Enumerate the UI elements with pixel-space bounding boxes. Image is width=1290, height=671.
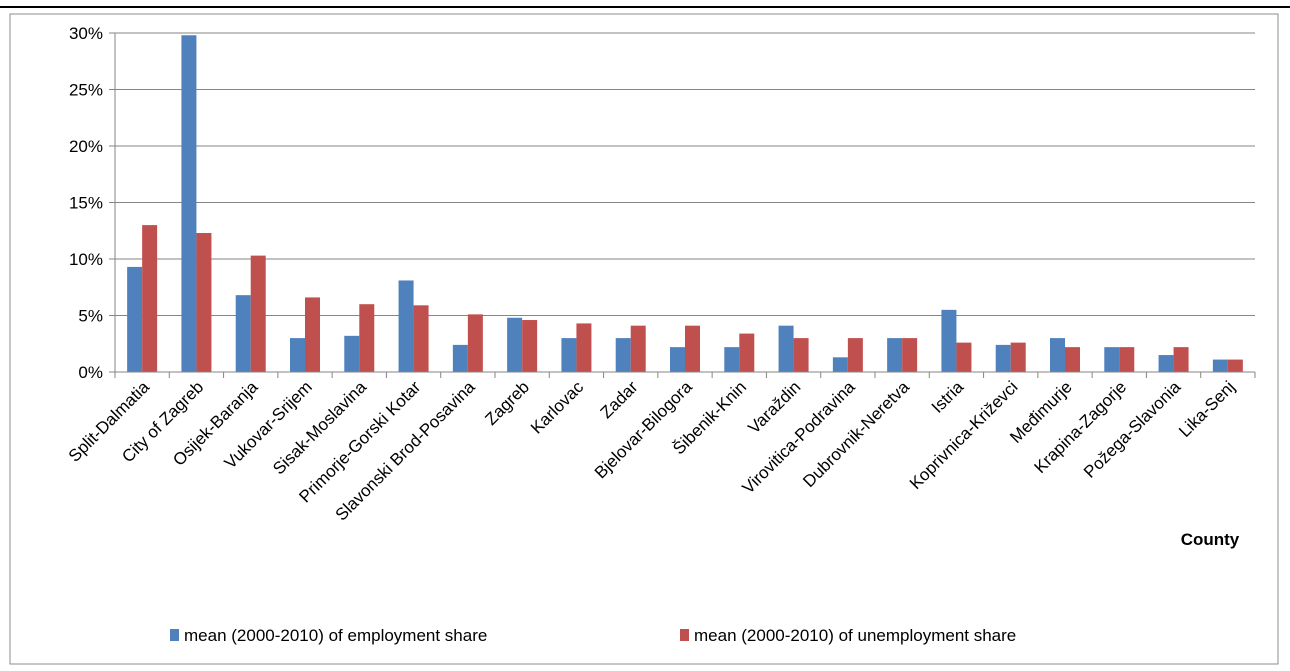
y-tick-label: 30%	[69, 24, 103, 43]
unemployment-bar	[359, 304, 375, 372]
unemployment-bar	[685, 325, 700, 372]
unemployment-bar	[413, 305, 429, 372]
axis-layer: 0% 5% 10% 15% 20% 25% 30%	[69, 24, 1256, 382]
y-tick-label: 15%	[69, 194, 103, 213]
employment-bar	[887, 338, 903, 372]
employment-bar	[181, 35, 197, 372]
unemployment-bar	[142, 225, 158, 372]
unemployment-bar	[250, 255, 266, 372]
unemployment-bar	[576, 323, 592, 372]
employment-bar	[615, 338, 631, 372]
legend-label-employment: mean (2000-2010) of employment share	[184, 626, 487, 645]
unemployment-bar	[196, 233, 212, 372]
employment-bar	[778, 325, 794, 372]
legend-label-unemployment: mean (2000-2010) of unemployment share	[694, 626, 1016, 645]
employment-bar	[398, 280, 414, 372]
employment-bar	[127, 266, 143, 372]
y-tick-label: 0%	[78, 363, 103, 382]
unemployment-bar	[1173, 347, 1189, 372]
employment-bar	[235, 295, 251, 372]
unemployment-bar	[902, 338, 918, 372]
employment-bar	[995, 344, 1011, 372]
unemployment-bar	[1119, 347, 1135, 372]
legend-swatch-unemployment	[680, 629, 689, 641]
employment-bar	[507, 317, 523, 372]
unemployment-bar	[630, 325, 646, 372]
unemployment-bar	[467, 314, 483, 372]
unemployment-bar	[956, 342, 972, 372]
unemployment-bar	[1010, 342, 1026, 372]
unemployment-bar	[739, 333, 755, 372]
y-tick-label: 25%	[69, 81, 103, 100]
x-axis-title: County	[1181, 530, 1240, 549]
employment-bar	[832, 357, 848, 372]
employment-bar	[452, 344, 468, 372]
employment-bar	[1104, 347, 1120, 372]
unemployment-bar	[847, 338, 863, 372]
employment-bar	[344, 335, 360, 372]
unemployment-bar	[1065, 347, 1080, 372]
employment-bar	[561, 338, 577, 372]
employment-bar	[670, 347, 685, 372]
employment-bar	[941, 309, 957, 372]
employment-bar	[724, 347, 740, 372]
y-tick-label: 5%	[78, 307, 103, 326]
y-tick-label: 10%	[69, 250, 103, 269]
employment-bar	[1050, 338, 1065, 372]
y-tick-label: 20%	[69, 137, 103, 156]
bars-layer	[127, 35, 1243, 372]
unemployment-bar	[1227, 359, 1243, 372]
unemployment-bar	[793, 338, 809, 372]
unemployment-bar	[522, 320, 538, 372]
employment-bar	[290, 338, 305, 372]
employment-bar	[1212, 359, 1228, 372]
employment-bar	[1158, 355, 1174, 372]
legend-swatch-employment	[170, 629, 179, 641]
legend: mean (2000-2010) of employment share mean…	[170, 626, 1016, 645]
unemployment-bar	[305, 297, 320, 372]
